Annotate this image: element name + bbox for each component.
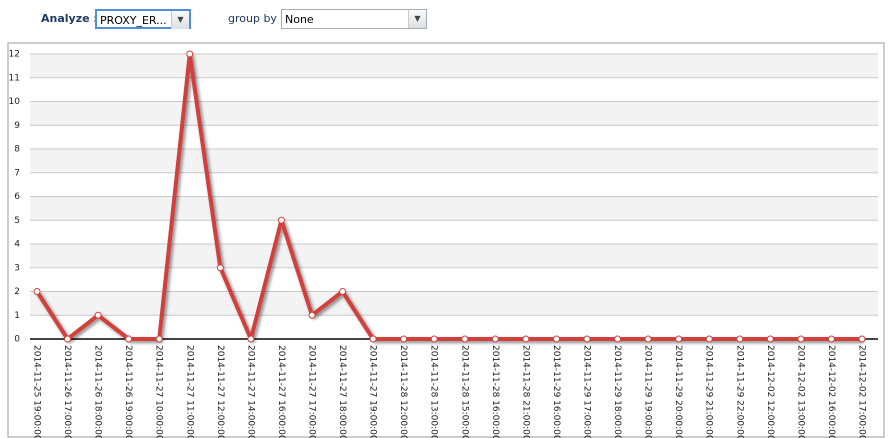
- y-tick-label: 3: [14, 263, 20, 273]
- analyze-value: PROXY_ER...: [100, 14, 167, 27]
- y-tick-label: 2: [14, 287, 20, 297]
- data-point: [430, 335, 438, 343]
- y-tick-label: 7: [14, 168, 20, 178]
- data-point: [400, 335, 408, 343]
- y-tick-label: 4: [14, 240, 20, 250]
- grid-band: [30, 196, 878, 221]
- data-point: [522, 335, 530, 343]
- x-tick-label: 2014-11-26 18:00:00: [93, 345, 103, 438]
- data-point: [736, 335, 744, 343]
- y-tick-label: 9: [14, 121, 20, 131]
- data-point: [216, 264, 224, 272]
- x-tick-label: 2014-11-29 22:00:00: [734, 345, 744, 438]
- data-point: [186, 50, 194, 58]
- x-tick-label: 2014-12-02 16:00:00: [826, 345, 836, 438]
- x-tick-label: 2014-11-27 14:00:00: [245, 345, 255, 438]
- x-tick-label: 2014-11-29 19:00:00: [643, 345, 653, 438]
- data-point: [858, 335, 866, 343]
- x-tick-label: 2014-11-27 12:00:00: [215, 345, 225, 438]
- data-point: [552, 335, 560, 343]
- y-tick-label: 12: [9, 50, 20, 60]
- x-tick-label: 2014-11-27 18:00:00: [337, 345, 347, 438]
- y-tick-label: 8: [14, 145, 20, 155]
- dropdown-arrow[interactable]: ▼: [408, 10, 426, 28]
- dropdown-arrow[interactable]: ▼: [171, 11, 189, 29]
- analyze-select[interactable]: PROXY_ER... ▼: [95, 9, 191, 29]
- data-point: [766, 335, 774, 343]
- y-tick-label: 5: [14, 216, 20, 226]
- data-point: [339, 288, 347, 295]
- x-tick-label: 2014-11-27 10:00:00: [154, 345, 164, 438]
- data-point: [308, 311, 316, 319]
- data-point: [827, 335, 835, 343]
- data-point: [461, 335, 469, 343]
- data-point: [155, 335, 163, 343]
- data-point: [369, 335, 377, 343]
- data-point: [705, 335, 713, 343]
- data-point: [125, 335, 133, 343]
- y-tick-label: 11: [9, 73, 20, 83]
- y-tick-label: 10: [9, 97, 21, 107]
- x-tick-label: 2014-11-29 17:00:00: [582, 345, 592, 438]
- x-tick-label: 2014-11-29 20:00:00: [673, 345, 683, 438]
- x-tick-label: 2014-11-25 19:00:00: [32, 345, 42, 438]
- x-tick-label: 2014-12-02 17:00:00: [857, 345, 867, 438]
- x-tick-label: 2014-11-26 17:00:00: [62, 345, 72, 438]
- data-point: [277, 216, 285, 224]
- grid-band: [30, 291, 878, 316]
- x-tick-label: 2014-11-28 21:00:00: [520, 345, 530, 438]
- analyze-label: Analyze :: [41, 12, 98, 25]
- data-point: [247, 335, 255, 343]
- data-point: [33, 288, 41, 295]
- x-tick-label: 2014-11-29 18:00:00: [612, 345, 622, 438]
- data-point: [583, 335, 591, 343]
- x-tick-label: 2014-11-29 21:00:00: [704, 345, 714, 438]
- data-point: [64, 335, 72, 343]
- x-tick-label: 2014-11-28 13:00:00: [429, 345, 439, 438]
- group-by-select[interactable]: None ▼: [281, 9, 427, 29]
- x-tick-label: 2014-11-27 11:00:00: [184, 345, 194, 438]
- data-point: [491, 335, 499, 343]
- x-tick-label: 2014-11-28 15:00:00: [459, 345, 469, 438]
- grid-band: [30, 149, 878, 173]
- data-line: [35, 52, 862, 341]
- group-by-value: None: [285, 13, 314, 26]
- x-tick-label: 2014-11-28 12:00:00: [398, 345, 408, 438]
- x-tick-label: 2014-11-27 19:00:00: [368, 345, 378, 438]
- data-point: [644, 335, 652, 343]
- y-tick-label: 6: [14, 192, 20, 202]
- x-tick-label: 2014-11-27 16:00:00: [276, 345, 286, 438]
- y-tick-label: 1: [14, 311, 20, 321]
- x-tick-label: 2014-12-02 13:00:00: [795, 345, 805, 438]
- grid-band: [30, 244, 878, 268]
- group-by-label: group by :: [228, 12, 285, 25]
- x-tick-label: 2014-11-28 16:00:00: [490, 345, 500, 438]
- grid-band: [30, 101, 878, 126]
- x-tick-label: 2014-11-27 17:00:00: [307, 345, 317, 438]
- data-point: [614, 335, 622, 343]
- x-tick-label: 2014-12-02 12:00:00: [765, 345, 775, 438]
- grid-band: [30, 54, 878, 78]
- data-point: [797, 335, 805, 343]
- y-tick-label: 0: [14, 335, 20, 345]
- x-tick-label: 2014-11-29 16:00:00: [551, 345, 561, 438]
- data-point: [94, 311, 102, 319]
- x-tick-label: 2014-11-26 19:00:00: [123, 345, 133, 438]
- data-point: [675, 335, 683, 343]
